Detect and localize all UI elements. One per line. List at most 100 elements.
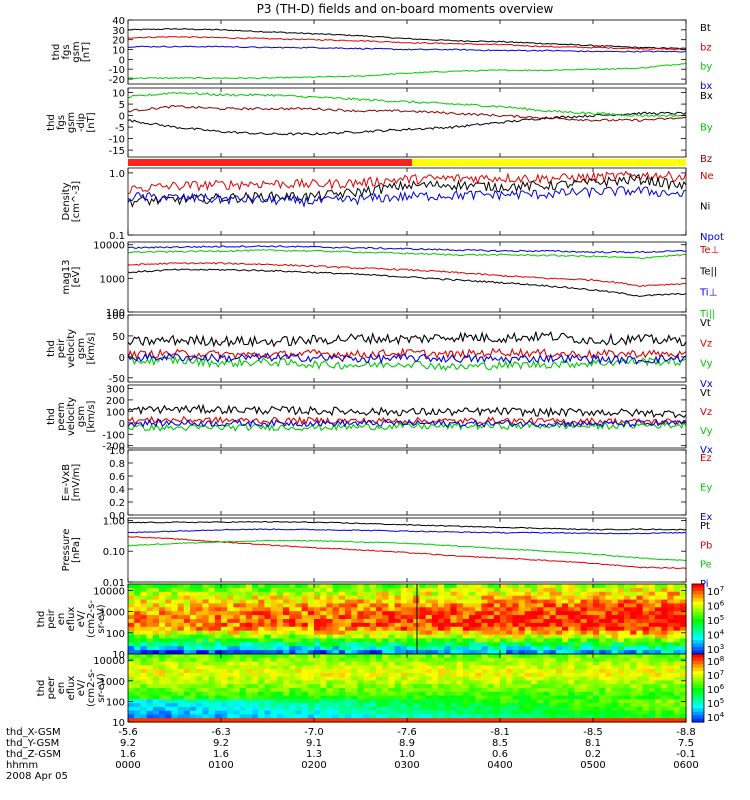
spectrogram-cell bbox=[394, 703, 402, 708]
spectrogram-cell bbox=[227, 665, 234, 670]
spectrogram-cell bbox=[394, 676, 402, 682]
spectrogram-cell bbox=[400, 688, 408, 693]
spectrogram-cell bbox=[190, 599, 197, 605]
spectrogram-cell bbox=[134, 642, 141, 647]
spectrogram-cell bbox=[438, 591, 445, 597]
spectrogram-cell bbox=[128, 718, 135, 723]
spectrogram-cell bbox=[227, 718, 234, 723]
y-tick-label: 1000 bbox=[100, 608, 125, 619]
spectrogram-cell bbox=[221, 684, 228, 689]
spectrogram-cell bbox=[307, 615, 315, 620]
spectrogram-cell bbox=[301, 646, 309, 651]
spectrogram-cell bbox=[128, 584, 135, 589]
spectrogram-cell bbox=[469, 650, 476, 655]
spectrogram-cell bbox=[661, 642, 668, 647]
spectrogram-cell bbox=[425, 718, 433, 723]
spectrogram-cell bbox=[351, 634, 358, 640]
spectrogram-cell bbox=[382, 654, 389, 659]
spectrogram-cell bbox=[295, 672, 303, 678]
spectrogram-cell bbox=[171, 706, 179, 712]
spectrogram-cell bbox=[524, 619, 532, 624]
spectrogram-cell bbox=[208, 665, 216, 670]
spectrogram-cell bbox=[276, 595, 284, 601]
spectrogram-cell bbox=[363, 695, 371, 700]
spectrogram-cell bbox=[555, 595, 563, 601]
spectrogram-cell bbox=[239, 622, 247, 628]
spectrogram-cell bbox=[301, 676, 309, 682]
spectrogram-cell bbox=[487, 665, 495, 670]
spectrogram-cell bbox=[500, 706, 507, 712]
spectrogram-cell bbox=[506, 603, 513, 608]
spectrogram-cell bbox=[326, 718, 334, 723]
spectrogram-cell bbox=[599, 615, 606, 620]
spectrogram-cell bbox=[593, 611, 600, 616]
spectrogram-cell bbox=[487, 595, 495, 601]
spectrogram-cell bbox=[177, 638, 185, 643]
spectrogram-cell bbox=[599, 587, 606, 593]
spectrogram-cell bbox=[289, 638, 296, 643]
spectrogram-cell bbox=[500, 611, 507, 616]
spectrogram-cell bbox=[481, 622, 489, 628]
spectrogram-cell bbox=[239, 587, 247, 593]
spectrogram-cell bbox=[165, 695, 172, 700]
spectrogram-cell bbox=[202, 626, 210, 632]
spectrogram-cell bbox=[202, 599, 210, 605]
spectrogram-cell bbox=[221, 619, 228, 624]
spectrogram-cell bbox=[642, 591, 650, 597]
spectrogram-cell bbox=[456, 595, 464, 601]
spectrogram-cell bbox=[419, 688, 427, 693]
spectrogram-cell bbox=[512, 691, 520, 697]
spectrogram-cell bbox=[599, 591, 606, 597]
spectrogram-cell bbox=[537, 657, 544, 663]
spectrogram-cell bbox=[661, 706, 668, 712]
spectrogram-cell bbox=[456, 630, 464, 636]
spectrogram-cell bbox=[586, 680, 594, 685]
spectrogram-cell bbox=[289, 650, 296, 655]
spectrogram-cell bbox=[159, 591, 166, 597]
spectrogram-cell bbox=[462, 676, 470, 682]
spectrogram-cell bbox=[146, 654, 154, 659]
spectrogram-cell bbox=[667, 672, 675, 678]
spectrogram-cell bbox=[214, 584, 222, 589]
spectrogram-cell bbox=[289, 669, 296, 674]
spectrogram-cell bbox=[171, 642, 179, 647]
spectrogram-cell bbox=[258, 684, 265, 689]
spectrogram-cell bbox=[134, 619, 141, 624]
spectrogram-cell bbox=[233, 591, 241, 597]
spectrogram-cell bbox=[332, 630, 340, 636]
spectrogram-cell bbox=[146, 607, 154, 612]
spectrogram-cell bbox=[314, 680, 321, 685]
spectrogram-cell bbox=[679, 611, 687, 616]
spectrogram-cell bbox=[363, 622, 371, 628]
spectrogram-cell bbox=[462, 710, 470, 716]
spectrogram-cell bbox=[190, 607, 197, 612]
spectrogram-cell bbox=[276, 599, 284, 605]
spectrogram-cell bbox=[574, 691, 582, 697]
spectrogram-cell bbox=[562, 684, 569, 689]
spectrogram-cell bbox=[357, 619, 365, 624]
spectrogram-cell bbox=[276, 680, 284, 685]
spectrogram-cell bbox=[487, 657, 495, 663]
spectrogram-cell bbox=[469, 591, 476, 597]
spectrogram-cell bbox=[345, 691, 352, 697]
spectrogram-cell bbox=[543, 642, 551, 647]
spectrogram-cell bbox=[171, 615, 179, 620]
spectrogram-cell bbox=[171, 688, 179, 693]
spectrogram-cell bbox=[146, 584, 154, 589]
spectrogram-cell bbox=[531, 626, 538, 632]
spectrogram-cell bbox=[679, 691, 687, 697]
spectrogram-cell bbox=[605, 595, 613, 601]
spectrogram-cell bbox=[245, 630, 253, 636]
spectrogram-cell bbox=[338, 615, 346, 620]
spectrogram-cell bbox=[469, 695, 476, 700]
spectrogram-cell bbox=[289, 630, 296, 636]
spectrogram-cell bbox=[326, 706, 334, 712]
spectrogram-cell bbox=[555, 591, 563, 597]
spectrogram-cell bbox=[320, 680, 327, 685]
spectrogram-cell bbox=[307, 619, 315, 624]
spectrogram-cell bbox=[456, 646, 464, 651]
spectrogram-cell bbox=[165, 672, 172, 678]
spectrogram-cell bbox=[165, 638, 172, 643]
spectrogram-cell bbox=[636, 672, 644, 678]
spectrogram-cell bbox=[431, 718, 439, 723]
